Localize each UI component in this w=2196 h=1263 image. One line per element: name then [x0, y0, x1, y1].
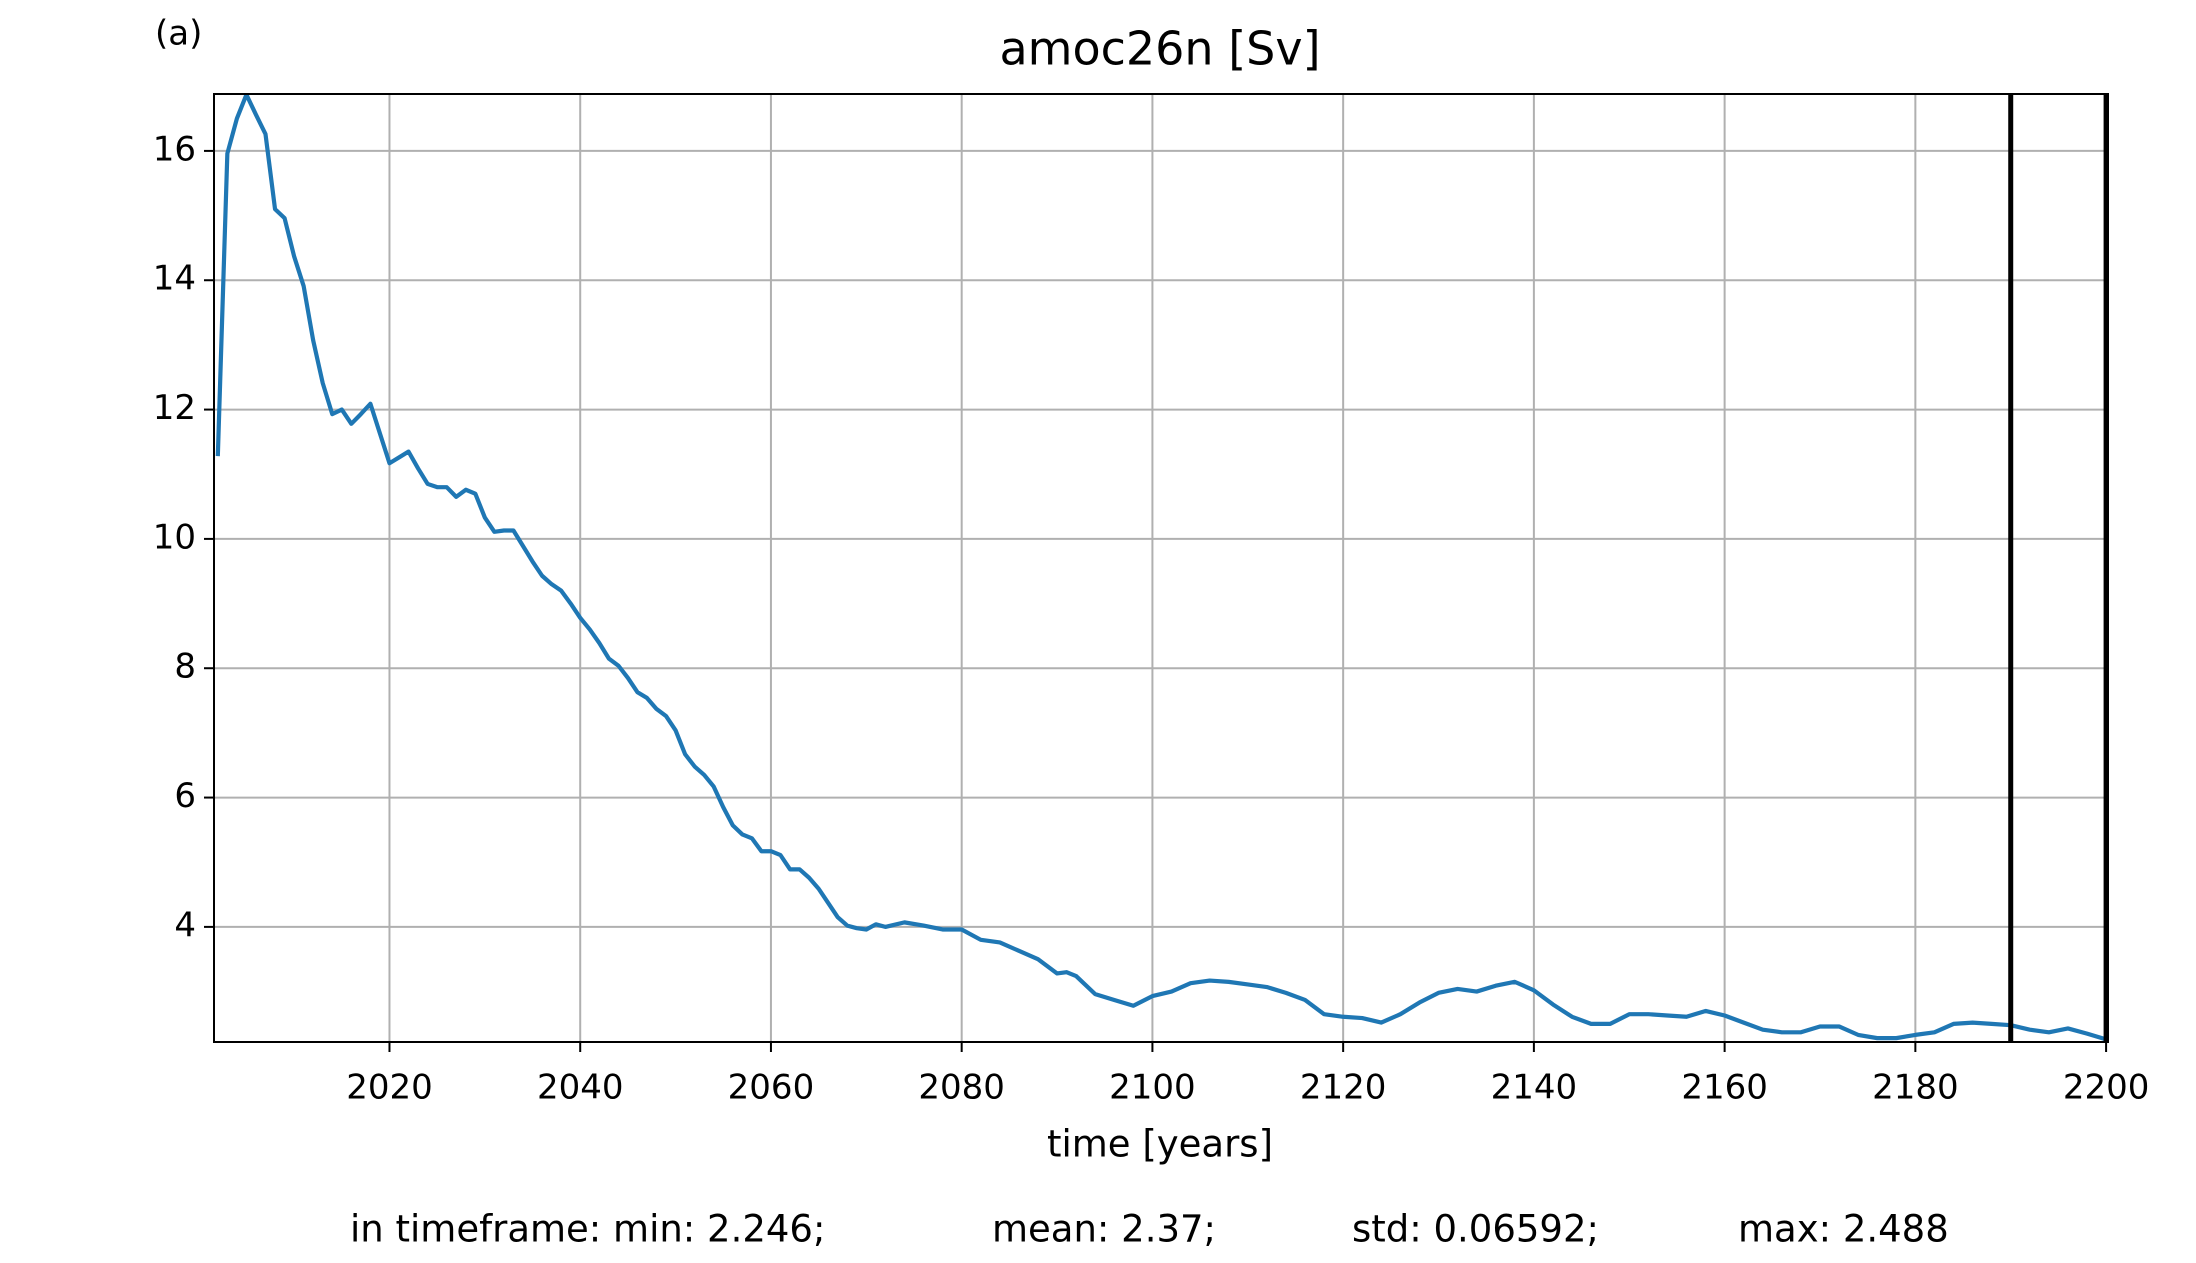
stat-text: std: 0.06592;: [1352, 1208, 1599, 1251]
y-tick-label: 8: [174, 647, 196, 687]
y-tick-label: 16: [153, 129, 196, 169]
stat-text: in timeframe: min: 2.246;: [350, 1208, 825, 1251]
y-tick-label: 14: [153, 259, 196, 299]
x-axis-label: time [years]: [1047, 1123, 1273, 1166]
x-tick-label: 2100: [1109, 1068, 1196, 1108]
x-tick-label: 2020: [346, 1068, 433, 1108]
x-tick-label: 2160: [1681, 1068, 1768, 1108]
x-tick-label: 2180: [1872, 1068, 1959, 1108]
x-tick-label: 2060: [728, 1068, 815, 1108]
stat-text: max: 2.488: [1738, 1208, 1949, 1251]
x-tick-label: 2140: [1491, 1068, 1578, 1108]
y-tick-label: 12: [153, 388, 196, 428]
x-tick-label: 2200: [2063, 1068, 2150, 1108]
y-tick-label: 10: [153, 517, 196, 557]
panel-label: (a): [155, 14, 202, 54]
stat-text: mean: 2.37;: [992, 1208, 1216, 1251]
y-tick-label: 4: [174, 905, 196, 945]
y-tick-label: 6: [174, 776, 196, 816]
x-tick-label: 2080: [918, 1068, 1005, 1108]
data-line: [215, 94, 2107, 1042]
x-tick-label: 2120: [1300, 1068, 1387, 1108]
plot-frame: [213, 93, 2109, 1043]
x-tick-label: 2040: [537, 1068, 624, 1108]
chart-title: amoc26n [Sv]: [999, 22, 1320, 76]
